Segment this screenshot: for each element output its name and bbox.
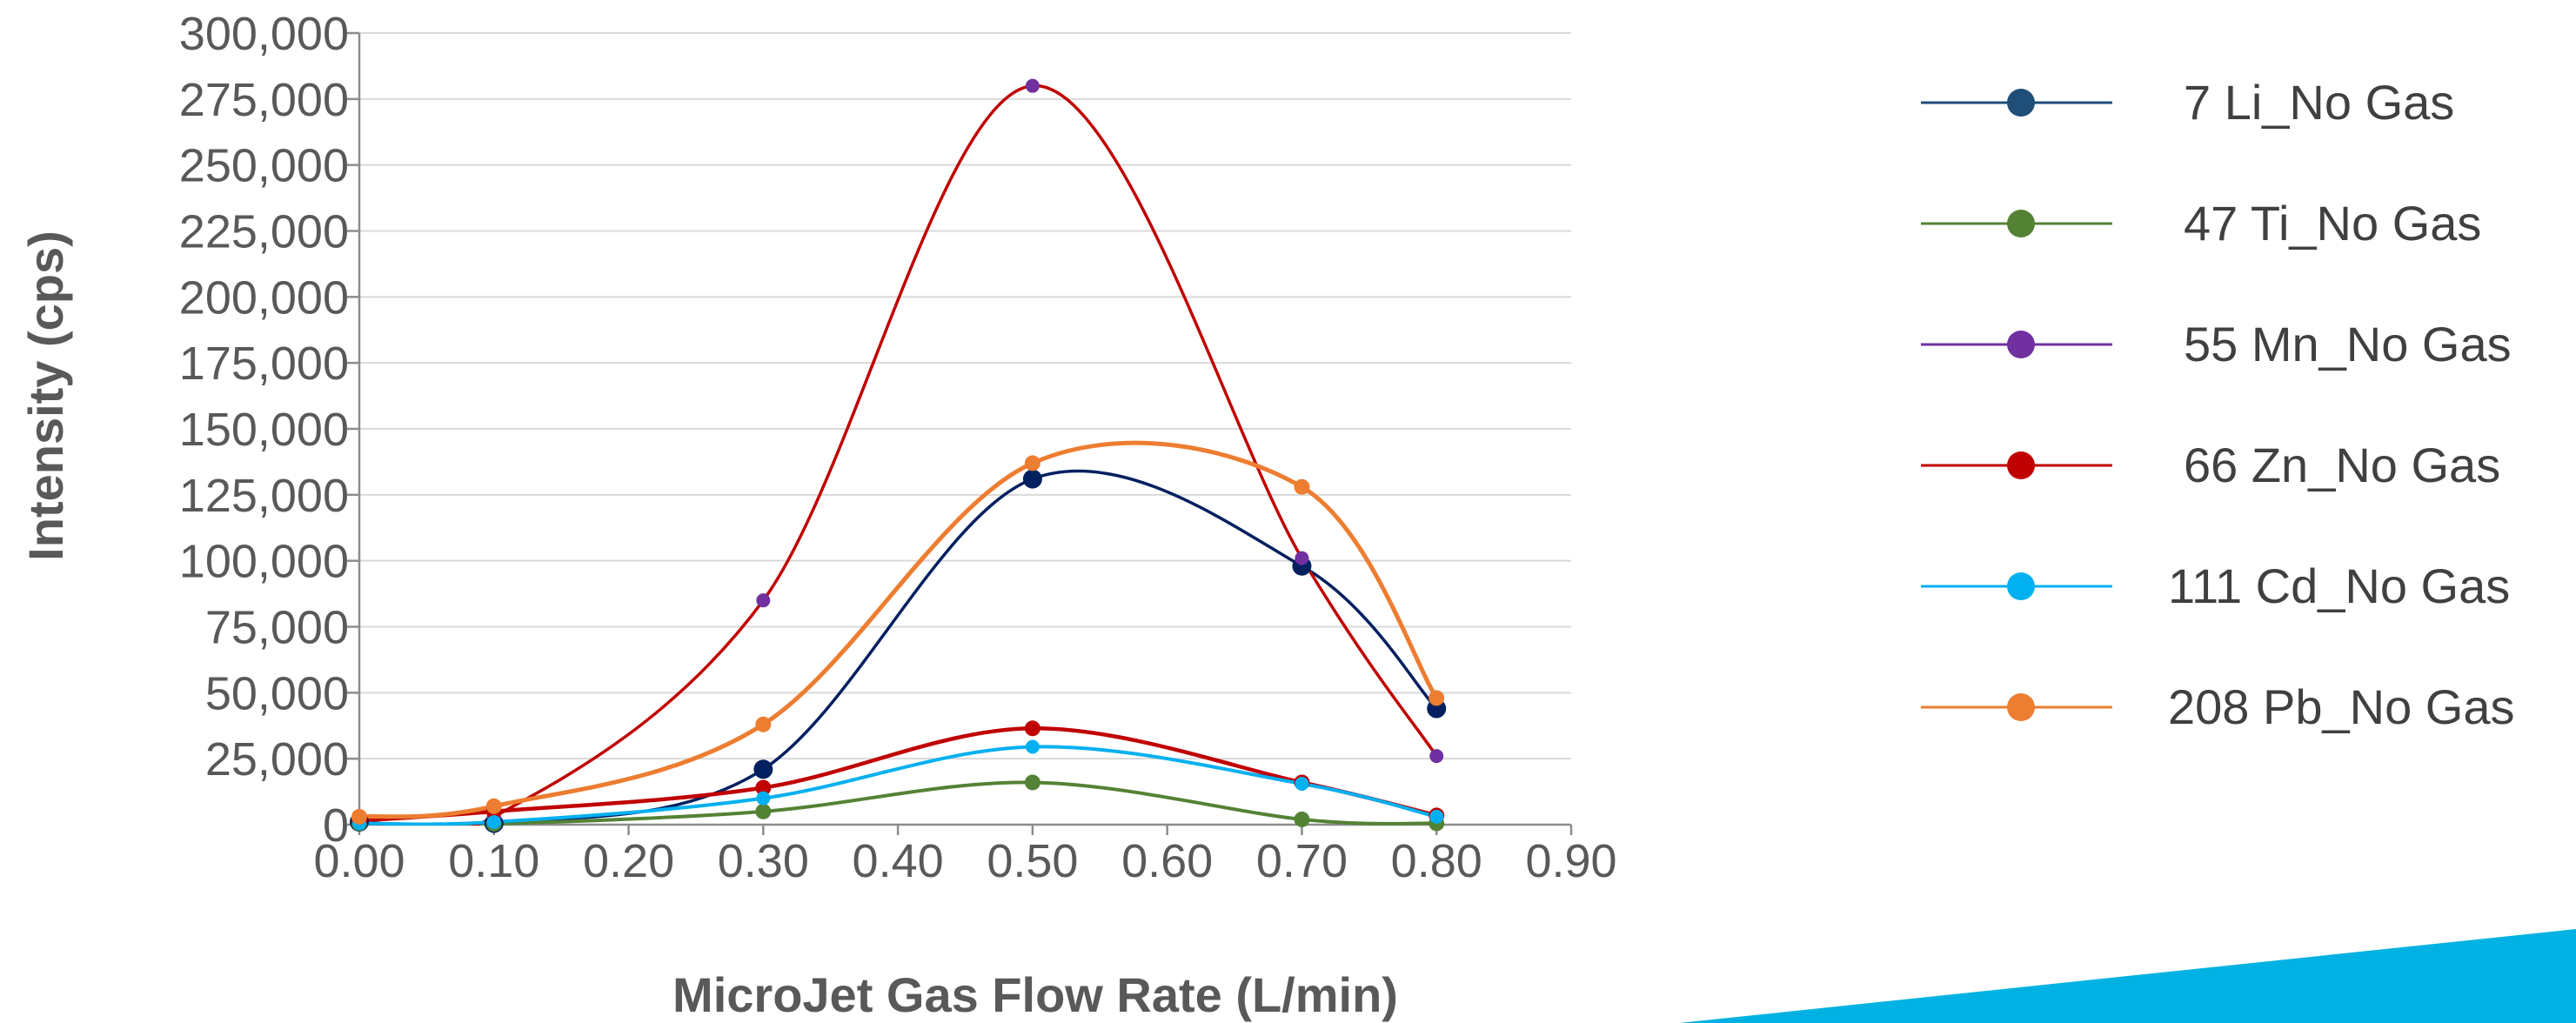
data-point [1429, 749, 1444, 764]
y-tick-label: 225,000 [179, 206, 349, 258]
x-tick-label: 0.80 [1391, 835, 1482, 887]
series-line [358, 84, 1438, 826]
data-point [756, 791, 771, 806]
x-tick-label: 0.70 [1256, 835, 1348, 887]
legend-label: 66 Zn_No Gas [2184, 438, 2500, 492]
data-point [486, 814, 501, 829]
y-tick-label: 150,000 [179, 404, 349, 456]
legend-label: 47 Ti_No Gas [2184, 196, 2481, 251]
data-point [1024, 720, 1040, 737]
series-line [357, 440, 1439, 819]
legend: 7 Li_No Gas 47 Ti_No Gas 55 Mn_No Gas 66 Zn… [1921, 75, 2514, 734]
data-point [1294, 478, 1310, 495]
x-tick-label: 0.10 [448, 835, 539, 887]
data-point [756, 593, 771, 608]
data-point [753, 759, 773, 779]
accent-banner [1679, 929, 2576, 1023]
data-point [1295, 551, 1309, 565]
y-tick-label: 25,000 [205, 733, 349, 786]
data-point [1025, 739, 1040, 754]
data-point [755, 803, 772, 819]
series-line [357, 726, 1439, 823]
y-tick-label: 0 [323, 799, 349, 852]
gridlines [347, 31, 1571, 826]
x-tick-labels: 0.00 0.10 0.20 0.30 0.40 0.50 0.60 0.70 0.80 0.90 [313, 835, 1616, 887]
data-point [755, 779, 772, 796]
data-point [1295, 776, 1309, 791]
data-point [485, 798, 502, 814]
y-axis-title: Intensity (cps) [18, 231, 73, 561]
x-tick-label: 0.50 [987, 835, 1078, 887]
data-point [1294, 811, 1310, 827]
y-tick-label: 250,000 [179, 140, 349, 192]
series-lines [357, 84, 1439, 826]
x-tick-label: 0.30 [718, 835, 809, 887]
x-tick-label: 0.90 [1525, 835, 1616, 887]
legend-swatch-marker [2007, 572, 2035, 600]
y-tick-labels: 0 25,000 50,000 75,000 100,000 125,000 150,000… [179, 8, 349, 852]
data-point [1022, 469, 1042, 489]
x-tick-label: 0.20 [583, 835, 674, 887]
data-point [1429, 690, 1445, 706]
x-tick-label: 0.40 [853, 835, 944, 887]
data-point [351, 808, 367, 825]
legend-label: 208 Pb_No Gas [2168, 679, 2514, 734]
y-tick-label: 200,000 [179, 271, 349, 324]
data-point [755, 716, 772, 732]
data-markers [350, 78, 1447, 833]
legend-label: 111 Cd_No Gas [2168, 558, 2510, 613]
x-tick-label: 0.60 [1121, 835, 1213, 887]
series-line [358, 469, 1438, 826]
legend-swatch-marker [2007, 693, 2035, 721]
data-point [1429, 809, 1444, 824]
y-tick-label: 50,000 [205, 667, 349, 719]
y-tick-label: 125,000 [179, 470, 349, 522]
legend-swatch-marker [2007, 331, 2035, 358]
x-axis-title: MicroJet Gas Flow Rate (L/min) [672, 967, 1398, 1022]
y-tick-label: 100,000 [179, 536, 349, 588]
legend-label: 7 Li_No Gas [2184, 75, 2454, 130]
data-point [1025, 78, 1040, 93]
y-tick-label: 175,000 [179, 338, 349, 390]
x-tick-label: 0.00 [313, 835, 405, 887]
legend-swatch-marker [2007, 89, 2035, 117]
y-tick-label: 275,000 [179, 74, 349, 126]
y-tick-label: 75,000 [205, 602, 349, 654]
legend-swatch-marker [2007, 451, 2035, 479]
legend-label: 55 Mn_No Gas [2184, 317, 2512, 371]
data-point [1024, 455, 1040, 471]
data-point [1024, 774, 1040, 791]
legend-swatch-marker [2007, 210, 2035, 237]
y-tick-label: 300,000 [179, 8, 349, 60]
